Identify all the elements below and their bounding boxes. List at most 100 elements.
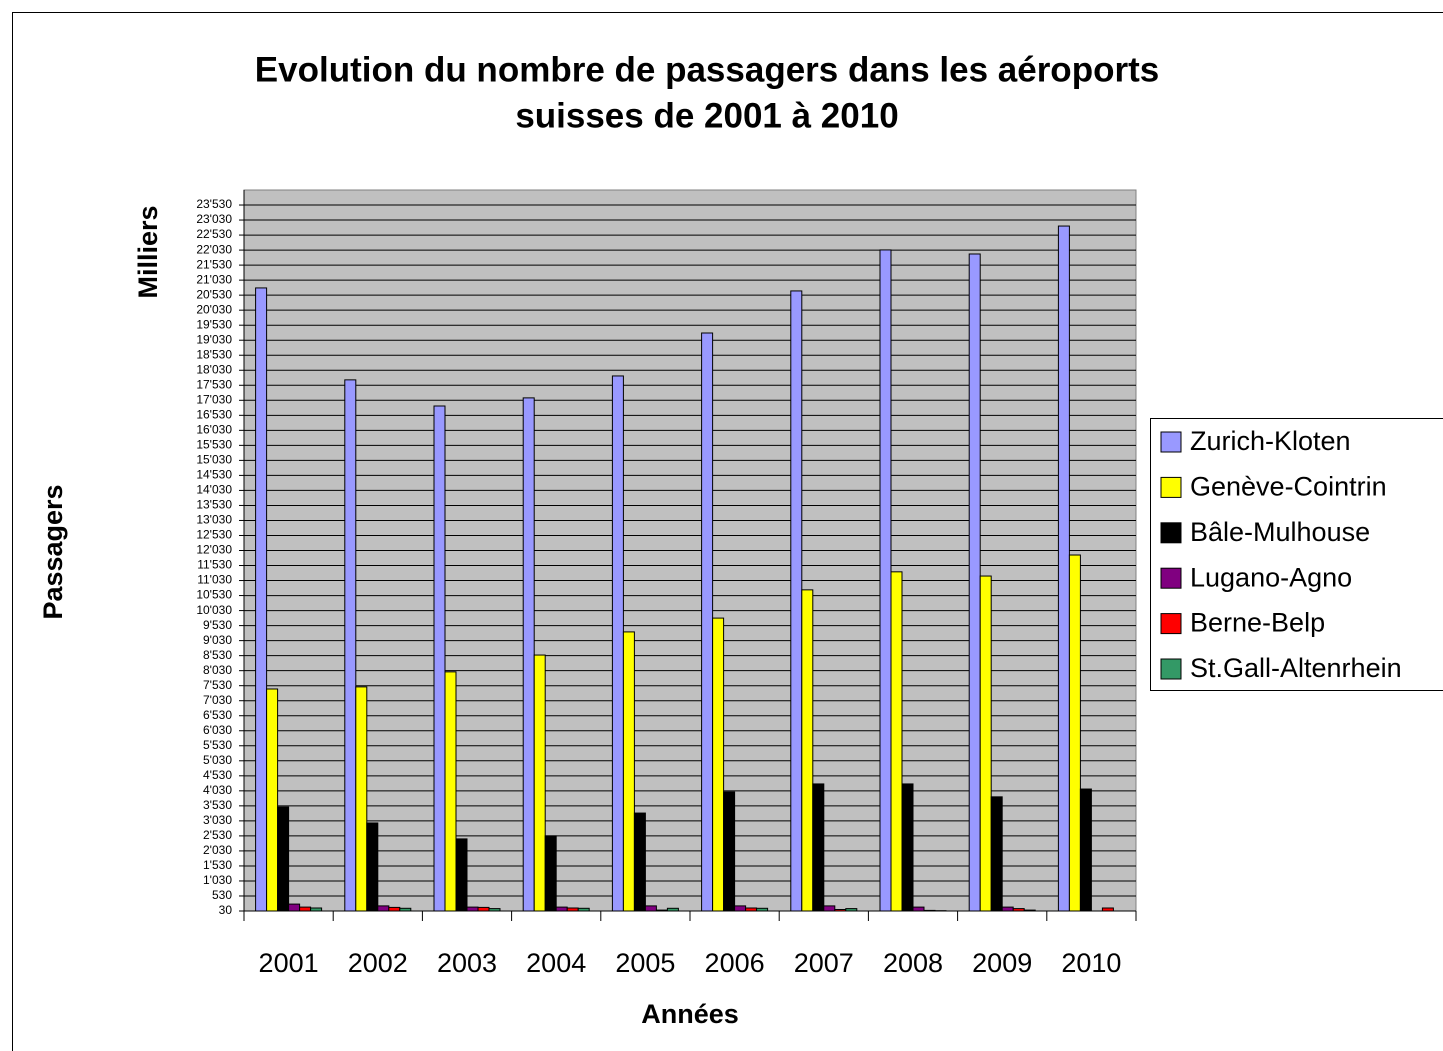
y-tick-label: 2'530 [203,828,232,842]
y-tick-label: 7'030 [203,693,232,707]
legend-box [1150,418,1443,691]
y-tick-label: 13'030 [196,513,232,527]
legend-label: Lugano-Agno [1190,562,1352,592]
bar [823,905,836,912]
bar [745,907,758,912]
x-tick-label: 2009 [972,948,1032,978]
bar [355,686,368,912]
legend-label: Bâle-Mulhouse [1190,517,1370,547]
y-axis-label: Passagers [38,484,68,619]
legend-label: St.Gall-Altenrhein [1190,653,1402,683]
x-axis-label: Années [641,999,739,1029]
bar [1001,906,1014,912]
bar [377,905,390,912]
y-tick-label: 20'530 [196,287,232,301]
bar [979,575,992,912]
y-tick-label: 18'530 [196,347,232,361]
bar [488,908,501,912]
bar [845,908,858,912]
bar [466,906,479,912]
y-tick-label: 2'030 [203,843,232,857]
legend-label: Genève-Cointrin [1190,472,1387,502]
y-tick-label: 19'530 [196,317,232,331]
x-tick-label: 2007 [794,948,854,978]
x-tick-label: 2006 [705,948,765,978]
y-tick-label: 11'030 [197,573,232,587]
y-tick-label: 4'530 [203,768,232,782]
bar [533,654,546,912]
bar [801,589,814,912]
legend-swatch [1160,613,1182,635]
y-tick-label: 11'530 [197,558,232,572]
bar [255,287,268,912]
bar [388,906,401,912]
y-tick-label: 21'530 [196,257,232,271]
y-tick-label: 1'530 [203,858,232,872]
bar [923,909,936,912]
bar [701,332,714,912]
legend-swatch [1160,522,1182,544]
y-tick-label: 8'030 [203,663,232,677]
bar [633,812,646,912]
bar [310,907,323,912]
y-tick-label: 14'530 [196,468,232,482]
y-tick-label: 6'030 [203,723,232,737]
bar [644,905,657,912]
y-tick-label: 22'030 [196,242,232,256]
bar [566,907,579,912]
bar [444,671,457,912]
y-tick-label: 4'030 [203,783,232,797]
bar [912,906,925,912]
bar [455,838,468,912]
bar [299,906,312,912]
bar [890,571,903,912]
x-tick-label: 2008 [883,948,943,978]
y-tick-label: 13'530 [196,498,232,512]
bar [990,796,1003,912]
y-tick-label: 16'530 [196,407,232,421]
x-tick-label: 2003 [437,948,497,978]
legend-label: Berne-Belp [1190,608,1325,638]
x-tick-label: 2001 [259,948,319,978]
y-tick-label: 23'030 [196,212,232,226]
y-tick-label: 23'530 [196,197,232,211]
chart-title: Evolution du nombre de passagers dans le… [255,50,1159,89]
y-axis-label: Milliers [133,205,163,298]
y-tick-label: 9'030 [203,633,232,647]
chart-title: suisses de 2001 à 2010 [515,96,898,135]
legend-swatch [1160,658,1182,680]
y-tick-label: 16'030 [196,423,232,437]
x-tick-label: 2002 [348,948,408,978]
bar [544,835,557,912]
bar [901,783,914,912]
y-tick-label: 17'030 [196,392,232,406]
bar [812,783,825,912]
bar [522,397,535,912]
bar [277,806,290,912]
bar [655,909,668,912]
bar [879,249,892,912]
bar [611,375,624,912]
bar [734,905,747,912]
bar [968,253,981,912]
bar [1101,907,1114,912]
bar [756,907,769,912]
y-tick-label: 30 [219,903,233,917]
y-tick-label: 10'530 [196,588,232,602]
bar [712,617,725,912]
legend-swatch [1160,431,1182,453]
x-tick-label: 2004 [526,948,586,978]
bar [344,379,357,912]
bar [577,907,590,912]
legend-swatch [1160,476,1182,498]
y-tick-label: 6'530 [203,708,232,722]
x-tick-label: 2010 [1061,948,1121,978]
bar [1057,225,1070,912]
y-tick-label: 1'030 [203,873,232,887]
legend-label: Zurich-Kloten [1190,426,1351,456]
y-tick-label: 15'530 [196,438,232,452]
y-tick-label: 21'030 [196,272,232,286]
y-tick-label: 12'030 [196,543,232,557]
bar [1023,909,1036,912]
